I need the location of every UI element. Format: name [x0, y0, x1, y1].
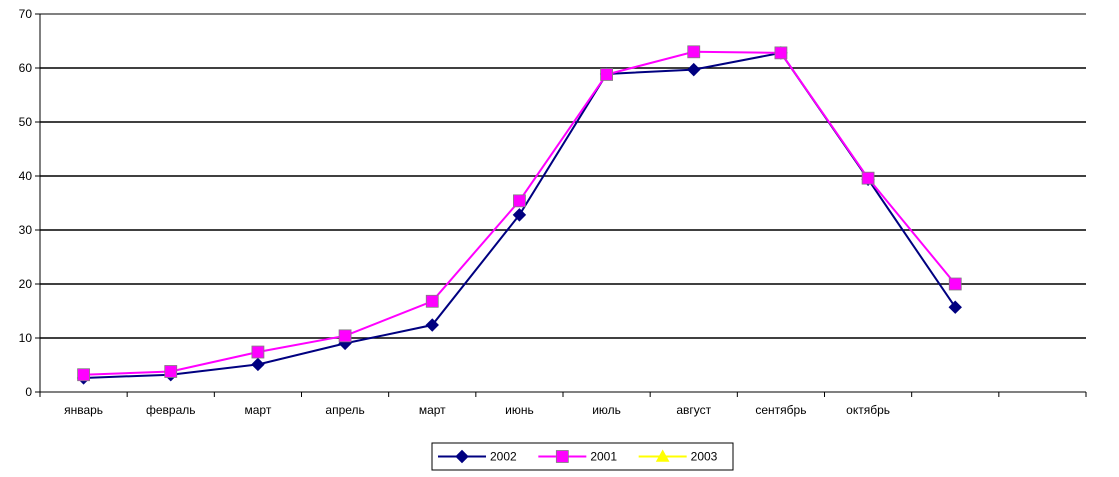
- legend-label-2003: 2003: [691, 450, 718, 464]
- y-tick-label: 20: [19, 277, 33, 291]
- data-point-2001: [774, 46, 788, 60]
- legend: 2002 2001 2003: [431, 442, 734, 471]
- legend-marker-2003: [655, 449, 670, 462]
- y-tick-label: 50: [19, 115, 33, 129]
- data-point-2001: [338, 329, 352, 343]
- x-tick-label: июнь: [505, 403, 534, 417]
- data-point-2002: [512, 208, 527, 222]
- data-point-2001: [687, 45, 701, 59]
- x-tick-label: январь: [64, 403, 103, 417]
- gridlines: [40, 13, 1086, 339]
- data-point-2002: [251, 357, 265, 372]
- x-tick-label: апрель: [325, 403, 364, 417]
- legend-marker-2002: [455, 449, 469, 464]
- x-tick-label: февраль: [146, 403, 196, 417]
- x-tick-label: март: [244, 403, 271, 417]
- y-tick-label: 60: [19, 61, 33, 75]
- y-tick-label: 40: [19, 169, 33, 183]
- data-point-2001: [513, 194, 526, 208]
- data-point-2001: [77, 368, 90, 382]
- axes: 0 10 20 30 40 50 60 70 январь февраль март апрель ма…: [19, 7, 1087, 417]
- data-point-2001: [948, 277, 962, 291]
- data-point-2002: [687, 62, 701, 77]
- data-point-2001: [861, 171, 875, 185]
- y-tick-label: 70: [19, 7, 33, 21]
- data-point-2002: [425, 318, 439, 332]
- legend-label-2002: 2002: [490, 450, 517, 464]
- data-point-2001: [164, 365, 178, 378]
- y-tick-label: 0: [25, 385, 32, 399]
- legend-label-2001: 2001: [590, 450, 617, 464]
- data-point-2001: [600, 68, 613, 81]
- x-tick-label: март: [419, 403, 446, 417]
- legend-marker-2001: [555, 450, 569, 463]
- y-tick-label: 10: [19, 331, 33, 345]
- data-point-2001: [251, 345, 265, 359]
- x-tick-label: июль: [592, 403, 621, 417]
- y-tick-label: 30: [19, 223, 33, 237]
- x-tick-label: сентябрь: [755, 403, 806, 417]
- data-point-2001: [425, 294, 439, 308]
- x-tick-label: октябрь: [846, 403, 890, 417]
- data-point-2002: [948, 300, 962, 314]
- x-tick-label: август: [676, 403, 711, 417]
- series-lines: [76, 45, 962, 385]
